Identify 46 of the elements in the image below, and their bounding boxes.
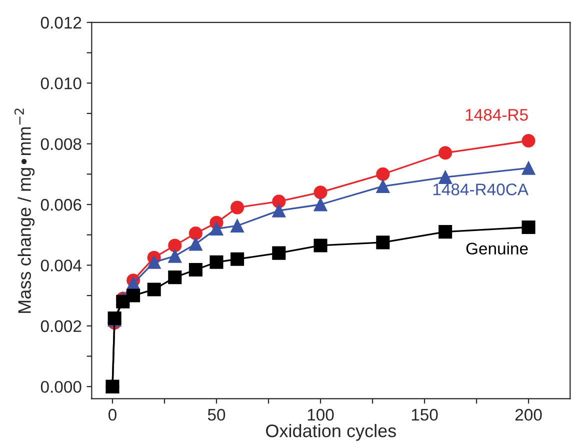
point — [210, 255, 224, 269]
y-tick-label: 0.012 — [40, 16, 82, 29]
point — [522, 161, 536, 175]
point — [168, 270, 182, 284]
x-tick-label: 0 — [108, 408, 116, 421]
point — [438, 170, 452, 184]
point — [376, 167, 390, 181]
point — [147, 255, 161, 269]
x-tick-label: 100 — [308, 408, 334, 421]
point — [272, 246, 286, 260]
point — [230, 218, 244, 233]
point — [438, 225, 452, 239]
point — [376, 236, 390, 250]
y-axis-title: Mass change / mg•mm$^{−2}$ — [14, 108, 35, 313]
x-axis-title: Oxidation cycles — [266, 424, 396, 441]
x-tick-label: 50 — [208, 408, 226, 421]
point — [438, 146, 452, 160]
y-tick-label: 0.010 — [40, 78, 82, 90]
point — [188, 226, 202, 240]
point — [272, 194, 286, 208]
point — [314, 238, 328, 252]
y-tick-label: 0.002 — [40, 320, 82, 332]
point — [188, 237, 202, 251]
point — [230, 252, 244, 266]
point — [522, 134, 536, 148]
point — [168, 238, 182, 252]
y-tick-label: 0.004 — [40, 260, 82, 272]
y-tick-label: 0.000 — [40, 380, 82, 393]
point — [272, 204, 286, 218]
series-label: Genuine — [466, 242, 528, 255]
point — [168, 249, 182, 263]
x-tick-label: 200 — [515, 408, 542, 421]
point — [126, 288, 140, 302]
point — [147, 282, 161, 296]
point — [314, 186, 328, 200]
y-tick-label: 0.006 — [40, 198, 82, 211]
x-tick-label: 150 — [412, 408, 438, 421]
point — [210, 222, 224, 236]
series-label: 1484-R40CA — [433, 184, 528, 196]
point — [188, 262, 202, 277]
point — [376, 180, 390, 194]
point — [314, 198, 328, 212]
y-tick-label: 0.008 — [40, 138, 82, 150]
point — [522, 220, 536, 234]
series-label: 1484-R5 — [466, 108, 528, 121]
point — [230, 200, 244, 214]
